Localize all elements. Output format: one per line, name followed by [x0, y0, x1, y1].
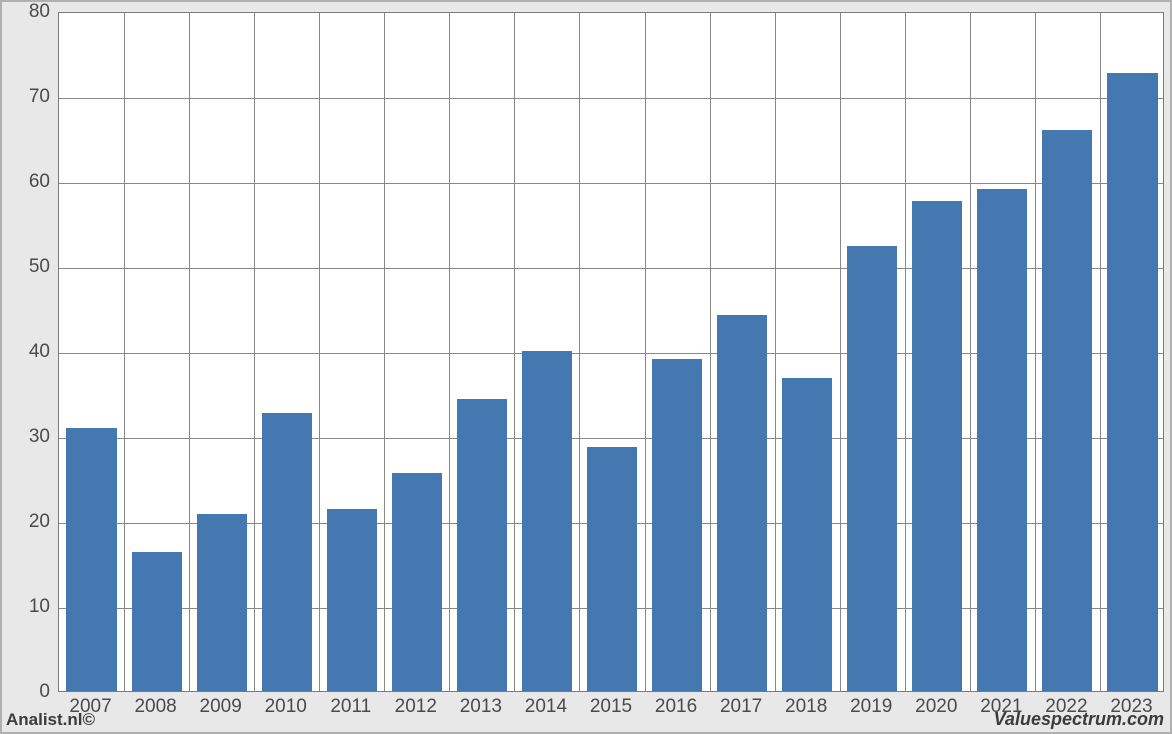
grid-line-vertical [319, 13, 320, 691]
grid-line-vertical [384, 13, 385, 691]
bar [1107, 73, 1157, 691]
x-axis-label: 2019 [850, 696, 892, 718]
grid-line-vertical [579, 13, 580, 691]
grid-line-vertical [840, 13, 841, 691]
x-axis-label: 2018 [785, 696, 827, 718]
x-axis-label: 2015 [590, 696, 632, 718]
bar [392, 473, 442, 691]
y-axis-label: 70 [2, 86, 50, 108]
bar [782, 378, 832, 691]
x-axis-label: 2017 [720, 696, 762, 718]
x-axis-label: 2014 [525, 696, 567, 718]
bar [327, 509, 377, 691]
footer-left-credit: Analist.nl© [6, 710, 95, 730]
y-axis-label: 30 [2, 426, 50, 448]
x-axis-label: 2013 [460, 696, 502, 718]
chart-frame: 01020304050607080 2007200820092010201120… [0, 0, 1172, 734]
grid-line-vertical [645, 13, 646, 691]
grid-line-vertical [710, 13, 711, 691]
x-axis-label: 2009 [200, 696, 242, 718]
footer-right-credit: Valuespectrum.com [994, 709, 1164, 730]
grid-line-horizontal [59, 98, 1163, 99]
grid-line-vertical [449, 13, 450, 691]
grid-line-vertical [1035, 13, 1036, 691]
bar [197, 514, 247, 691]
grid-line-horizontal [59, 183, 1163, 184]
y-axis-label: 20 [2, 511, 50, 533]
grid-line-vertical [124, 13, 125, 691]
bar [717, 315, 767, 691]
bar [132, 552, 182, 691]
x-axis-label: 2012 [395, 696, 437, 718]
plot-area [58, 12, 1164, 692]
bar [587, 447, 637, 691]
x-axis-label: 2010 [265, 696, 307, 718]
y-axis-label: 60 [2, 171, 50, 193]
grid-line-vertical [970, 13, 971, 691]
x-axis-label: 2020 [915, 696, 957, 718]
bar [977, 189, 1027, 691]
y-axis-label: 0 [2, 681, 50, 703]
bar [262, 413, 312, 691]
x-axis-label: 2011 [330, 696, 371, 718]
x-axis-label: 2016 [655, 696, 697, 718]
bar [847, 246, 897, 691]
bar [1042, 130, 1092, 691]
grid-line-vertical [254, 13, 255, 691]
y-axis-label: 50 [2, 256, 50, 278]
bar [912, 201, 962, 691]
y-axis-label: 10 [2, 596, 50, 618]
x-axis-label: 2008 [134, 696, 176, 718]
grid-line-vertical [514, 13, 515, 691]
y-axis-label: 40 [2, 341, 50, 363]
y-axis-label: 80 [2, 1, 50, 23]
bar [652, 359, 702, 691]
grid-line-vertical [1100, 13, 1101, 691]
bar [457, 399, 507, 691]
bar [66, 428, 116, 692]
bar [522, 351, 572, 691]
grid-line-vertical [905, 13, 906, 691]
grid-line-vertical [189, 13, 190, 691]
grid-line-vertical [775, 13, 776, 691]
